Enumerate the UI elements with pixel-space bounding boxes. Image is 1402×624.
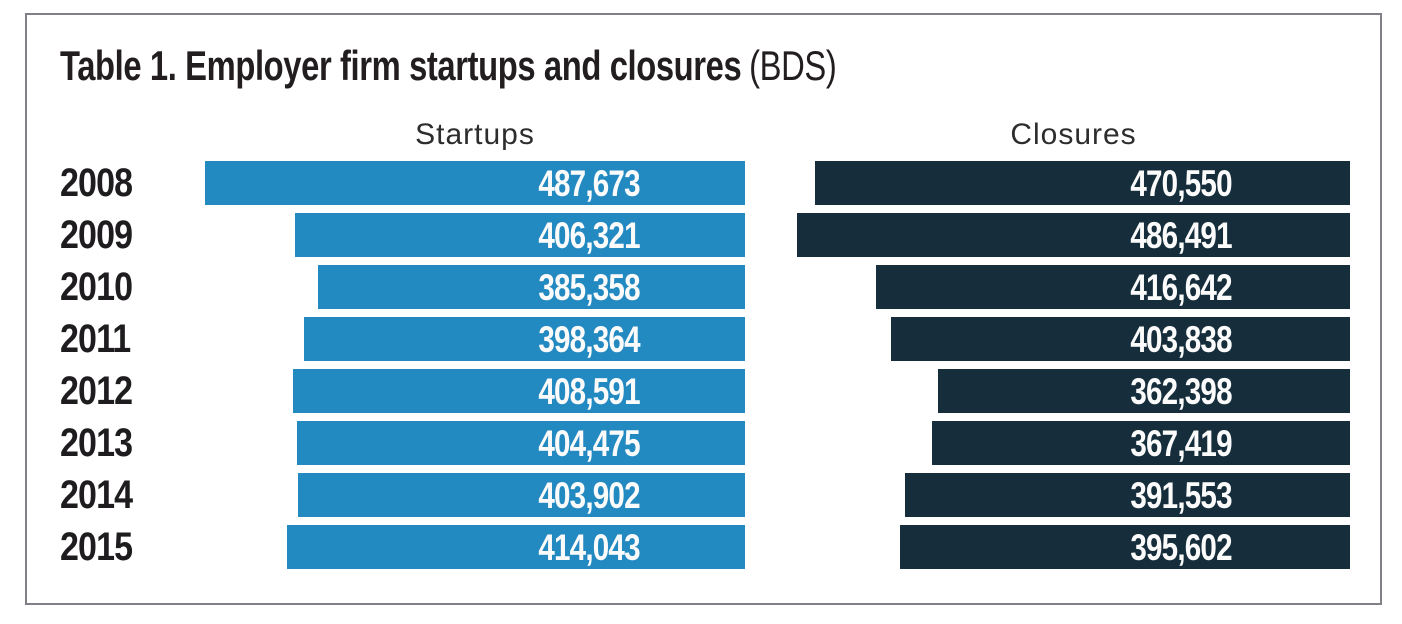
closures-bar — [815, 161, 1350, 205]
chart-rows: 2008 487,673 470,550 2009 406,321 486,491 2010… — [27, 161, 1380, 577]
startups-value-label: 408,591 — [538, 371, 641, 412]
closures-bar — [938, 369, 1350, 413]
figure-frame: Table 1. Employer firm startups and clos… — [25, 13, 1382, 605]
closures-bar — [932, 421, 1350, 465]
closures-bar — [876, 265, 1350, 309]
year-label: 2011 — [60, 317, 131, 361]
figure-title: Table 1. Employer firm startups and clos… — [60, 42, 1055, 89]
startups-bar-cell: 414,043 — [205, 525, 745, 569]
startups-bar — [318, 265, 745, 309]
closures-value-label: 403,838 — [1130, 319, 1233, 360]
startups-bar-cell: 404,475 — [205, 421, 745, 465]
closures-value-label: 362,398 — [1130, 371, 1233, 412]
startups-bar-cell: 385,358 — [205, 265, 745, 309]
startups-bar — [303, 317, 745, 361]
column-headers: Startups Closures — [27, 115, 1380, 155]
year-label: 2008 — [60, 161, 133, 205]
table-row: 2008 487,673 470,550 — [27, 161, 1380, 205]
startups-bar — [297, 473, 745, 517]
closures-bar-cell: 362,398 — [797, 369, 1350, 413]
startups-value-label: 414,043 — [538, 527, 641, 568]
startups-bar — [286, 525, 745, 569]
year-label: 2014 — [60, 473, 133, 517]
table-row: 2011 398,364 403,838 — [27, 317, 1380, 361]
startups-bar-cell: 487,673 — [205, 161, 745, 205]
year-label: 2010 — [60, 265, 133, 309]
table-row: 2012 408,591 362,398 — [27, 369, 1380, 413]
table-row: 2009 406,321 486,491 — [27, 213, 1380, 257]
startups-bar-cell: 398,364 — [205, 317, 745, 361]
closures-bar-cell: 416,642 — [797, 265, 1350, 309]
startups-value-label: 487,673 — [538, 163, 641, 204]
year-label: 2013 — [60, 421, 133, 465]
startups-bar — [292, 369, 745, 413]
closures-value-label: 367,419 — [1130, 423, 1233, 464]
closures-bar-cell: 367,419 — [797, 421, 1350, 465]
closures-bar-cell: 391,553 — [797, 473, 1350, 517]
startups-bar-cell: 403,902 — [205, 473, 745, 517]
startups-value-label: 404,475 — [538, 423, 641, 464]
startups-bar — [297, 421, 745, 465]
closures-bar — [900, 525, 1350, 569]
closures-bar-cell: 395,602 — [797, 525, 1350, 569]
startups-bar — [295, 213, 745, 257]
closures-bar — [904, 473, 1350, 517]
closures-bar — [890, 317, 1350, 361]
startups-bar — [205, 161, 745, 205]
closures-value-label: 470,550 — [1130, 163, 1233, 204]
closures-bar-cell: 486,491 — [797, 213, 1350, 257]
column-header-startups: Startups — [415, 118, 535, 151]
table-row: 2014 403,902 391,553 — [27, 473, 1380, 517]
closures-bar-cell: 470,550 — [797, 161, 1350, 205]
startups-value-label: 385,358 — [538, 267, 641, 308]
figure-title-suffix: (BDS) — [749, 42, 837, 89]
year-label: 2009 — [60, 213, 133, 257]
table-row: 2013 404,475 367,419 — [27, 421, 1380, 465]
figure-title-main: Table 1. Employer firm startups and clos… — [60, 42, 742, 89]
closures-value-label: 416,642 — [1130, 267, 1233, 308]
closures-bar — [797, 213, 1350, 257]
closures-value-label: 391,553 — [1130, 475, 1233, 516]
year-label: 2012 — [60, 369, 133, 413]
column-header-closures: Closures — [1010, 118, 1137, 151]
table-row: 2010 385,358 416,642 — [27, 265, 1380, 309]
startups-value-label: 403,902 — [538, 475, 641, 516]
closures-value-label: 486,491 — [1130, 215, 1233, 256]
year-label: 2015 — [60, 525, 133, 569]
table-row: 2015 414,043 395,602 — [27, 525, 1380, 569]
closures-value-label: 395,602 — [1130, 527, 1233, 568]
startups-bar-cell: 408,591 — [205, 369, 745, 413]
closures-bar-cell: 403,838 — [797, 317, 1350, 361]
startups-value-label: 406,321 — [538, 215, 641, 256]
startups-bar-cell: 406,321 — [205, 213, 745, 257]
startups-value-label: 398,364 — [538, 319, 641, 360]
